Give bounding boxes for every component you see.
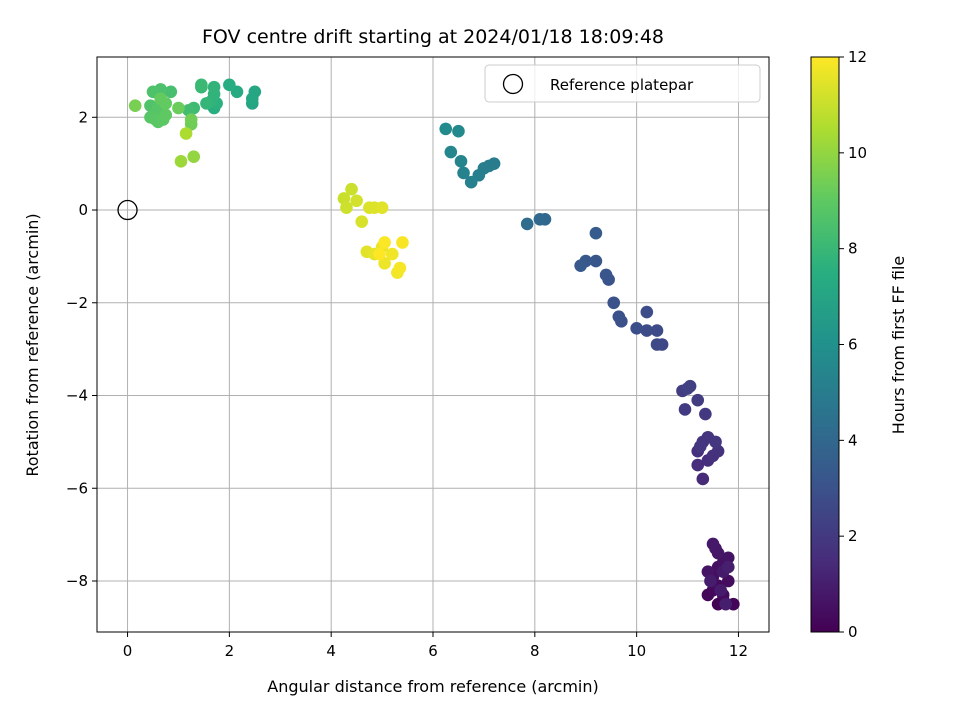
data-point <box>693 440 707 453</box>
data-point <box>207 80 221 94</box>
legend-marker-icon <box>502 73 524 95</box>
reference-point <box>117 199 138 221</box>
y-tick-label: −4 <box>66 387 88 405</box>
data-point <box>378 257 391 270</box>
data-point <box>223 78 236 92</box>
data-point <box>589 226 603 240</box>
colorbar-ticks: 0 2 4 6 8 10 12 <box>839 48 867 641</box>
data-point <box>350 194 363 208</box>
data-point <box>640 324 654 337</box>
data-point <box>375 201 389 215</box>
data-point <box>681 382 694 395</box>
data-point <box>128 99 142 112</box>
data-point <box>396 236 409 249</box>
x-tick-label: 4 <box>326 642 336 660</box>
data-point <box>721 551 735 565</box>
colorbar-tick-label: 4 <box>848 431 858 449</box>
legend-box <box>484 64 761 103</box>
y-tick-label: −8 <box>66 572 88 590</box>
y-tick-label: −2 <box>66 294 88 312</box>
x-tick-label: 12 <box>729 642 748 660</box>
colorbar-tick-label: 0 <box>848 623 858 641</box>
data-point <box>574 259 587 272</box>
data-point <box>164 85 178 99</box>
data-point <box>650 338 664 351</box>
data-point <box>678 403 692 416</box>
reference-marker <box>117 199 138 221</box>
data-point <box>452 124 465 138</box>
data-point <box>345 182 358 196</box>
data-point <box>696 472 710 486</box>
data-point <box>704 574 717 588</box>
legend: Reference platepar <box>484 64 761 103</box>
colorbar-tick-label: 6 <box>848 336 858 354</box>
data-points <box>128 78 740 611</box>
data-point <box>464 175 478 189</box>
data-point <box>340 201 353 215</box>
x-axis-ticks: 0 2 4 6 8 10 12 <box>123 632 748 660</box>
data-point <box>691 393 705 407</box>
data-point <box>691 458 705 472</box>
colorbar-label: Hours from first FF file <box>889 256 908 435</box>
data-point <box>612 310 626 323</box>
data-point <box>439 122 453 136</box>
data-point <box>200 97 213 110</box>
data-point <box>154 92 167 106</box>
data-point <box>589 254 603 268</box>
colorbar: 0 2 4 6 8 10 12 Hours from first FF file <box>810 48 908 641</box>
x-tick-label: 6 <box>428 642 438 660</box>
data-point <box>699 407 712 421</box>
data-point <box>172 101 185 115</box>
y-axis-ticks: −8 −6 −4 −2 0 2 <box>66 108 97 590</box>
data-point <box>640 305 654 319</box>
data-point <box>630 321 643 335</box>
data-point <box>457 166 470 180</box>
colorbar-tick-label: 2 <box>848 527 858 545</box>
data-point <box>520 217 534 231</box>
legend-label: Reference platepar <box>550 76 694 94</box>
grid-lines <box>97 57 769 632</box>
colorbar-gradient <box>810 56 840 633</box>
data-point <box>721 560 735 574</box>
data-point <box>378 236 391 249</box>
data-point <box>599 268 613 282</box>
y-tick-label: 2 <box>78 108 88 126</box>
data-point <box>721 574 735 588</box>
data-point <box>184 113 198 126</box>
data-point <box>159 108 173 122</box>
x-tick-label: 0 <box>123 642 133 660</box>
data-point <box>709 435 722 449</box>
x-axis-label: Angular distance from reference (arcmin) <box>267 677 598 696</box>
data-point <box>245 92 259 106</box>
colorbar-tick-label: 8 <box>848 240 858 258</box>
x-tick-label: 8 <box>530 642 540 660</box>
chart-title: FOV centre drift starting at 2024/01/18 … <box>202 26 664 48</box>
data-point <box>195 78 208 92</box>
y-tick-label: 0 <box>78 201 88 219</box>
colorbar-tick-label: 10 <box>848 144 867 162</box>
data-point <box>607 296 621 310</box>
data-point <box>454 155 468 168</box>
x-tick-label: 10 <box>627 642 646 660</box>
y-tick-label: −6 <box>66 479 88 497</box>
data-point <box>355 215 369 228</box>
data-point <box>373 247 386 261</box>
data-point <box>179 127 193 140</box>
data-point <box>174 155 188 168</box>
data-point <box>650 324 664 337</box>
data-point <box>385 247 399 261</box>
colorbar-tick-label: 12 <box>848 48 867 66</box>
x-tick-label: 2 <box>225 642 235 660</box>
data-point <box>444 145 458 159</box>
data-point <box>393 261 407 275</box>
data-point <box>719 597 733 611</box>
data-point <box>533 212 547 226</box>
data-point <box>706 537 720 551</box>
data-point <box>187 150 201 163</box>
y-axis-label: Rotation from reference (arcmin) <box>23 213 42 476</box>
data-point <box>714 583 727 597</box>
